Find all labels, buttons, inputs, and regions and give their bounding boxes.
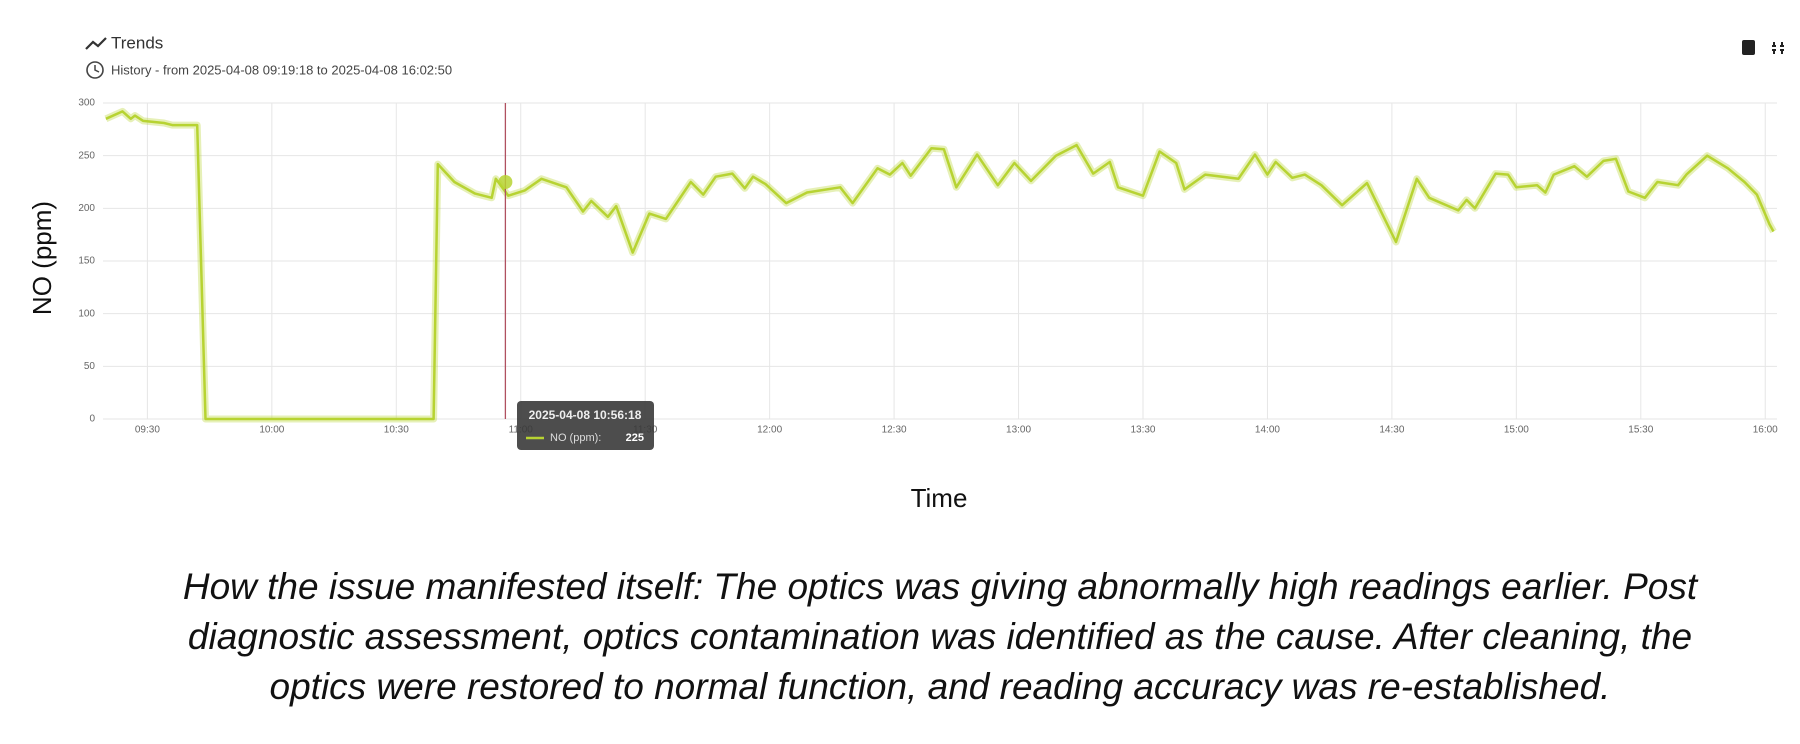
caption-line: diagnostic assessment, optics contaminat… [188,616,1692,657]
y-tick-label: 150 [78,256,95,267]
x-tick-label: 14:30 [1379,425,1404,436]
subtitle: History - from 2025-04-08 09:19:18 to 20… [111,62,452,77]
y-tick-label: 0 [89,414,95,425]
line [105,110,1775,421]
x-tick-label: 12:00 [757,425,782,436]
tooltip: 2025-04-08 10:56:18 NO (ppm): 225 [517,401,654,450]
x-tick-label: 09:30 [135,425,160,436]
x-tick-label: 13:00 [1006,425,1031,436]
caption: How the issue manifested itself: The opt… [183,566,1699,707]
x-tick-label: 10:30 [384,425,409,436]
tooltip-time: 2025-04-08 10:56:18 [529,408,642,422]
caption-line: optics were restored to normal function,… [270,666,1611,707]
x-tick-label: 12:30 [882,425,907,436]
line-glow [104,107,1777,423]
y-tick-label: 250 [78,150,95,161]
export-icon[interactable] [1742,40,1755,55]
clock-hands [94,65,100,73]
clock-icon [86,61,104,79]
caption-line: How the issue manifested itself: The opt… [183,566,1699,607]
x-axis-label: Time [911,483,968,513]
trend-icon [85,37,107,50]
y-tick-label: 50 [84,361,96,372]
chart-title: Trends [111,33,163,52]
y-tick-label: 100 [78,308,95,319]
y-tick-label: 200 [78,203,95,214]
tooltip-box [517,401,654,450]
x-tick-label: 15:30 [1628,425,1653,436]
x-tick-label: 15:00 [1504,425,1529,436]
y-axis-label: NO (ppm) [27,201,57,315]
x-tick-label: 10:00 [259,425,284,436]
x-tick-label: 14:00 [1255,425,1280,436]
hover-point [498,175,513,189]
x-tick-label: 16:00 [1753,425,1778,436]
tooltip-label: NO (ppm): [550,432,601,444]
collapse-icon[interactable] [1772,42,1784,54]
x-tick-label: 13:30 [1130,425,1155,436]
tooltip-value: 225 [626,432,644,444]
y-tick-label: 300 [78,98,95,109]
